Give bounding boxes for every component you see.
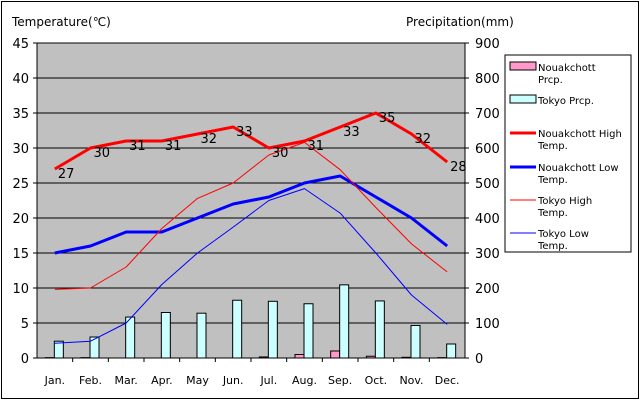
legend-swatch xyxy=(510,62,536,70)
x-axis-tick-label: Apr. xyxy=(151,374,173,387)
right-axis-tick-label: 500 xyxy=(475,177,500,192)
precip-bar xyxy=(259,357,268,358)
data-label: 33 xyxy=(343,125,360,140)
precip-bar xyxy=(375,301,384,358)
legend-label: Temp. xyxy=(537,208,568,219)
left-axis-tick-label: 15 xyxy=(12,247,29,262)
left-axis-tick-label: 5 xyxy=(21,317,29,332)
data-label: 31 xyxy=(165,139,182,154)
legend-label: Tokyo Prcp. xyxy=(537,96,594,107)
left-axis-tick-label: 0 xyxy=(21,352,29,367)
x-axis-tick-label: Feb. xyxy=(79,374,102,387)
data-label: 32 xyxy=(415,132,432,147)
x-axis-tick-label: Jul. xyxy=(259,374,277,387)
x-axis-tick-label: Jun. xyxy=(222,374,244,387)
left-axis-tick-label: 30 xyxy=(12,142,29,157)
precip-bar xyxy=(340,285,349,358)
legend-label: Nouakchott Low xyxy=(538,163,619,174)
right-axis-tick-label: 900 xyxy=(475,37,500,52)
precip-bar xyxy=(126,317,135,358)
legend-label: Tokyo Low xyxy=(537,229,589,240)
precip-bar xyxy=(366,356,375,358)
data-label: 33 xyxy=(236,125,253,140)
x-axis-tick-label: Sep. xyxy=(328,374,352,387)
precip-bar xyxy=(90,337,99,358)
precip-bar xyxy=(268,301,277,358)
data-label: 27 xyxy=(58,167,75,182)
legend-label: Temp. xyxy=(537,175,568,186)
legend-swatch xyxy=(510,95,536,103)
legend-box xyxy=(505,55,631,252)
legend-label: Temp. xyxy=(537,141,568,152)
right-axis-title: Precipitation(mm) xyxy=(406,15,514,29)
precip-bar xyxy=(161,313,170,359)
data-label: 30 xyxy=(272,146,289,161)
left-axis-tick-label: 40 xyxy=(12,72,29,87)
x-axis-tick-label: Aug. xyxy=(292,374,317,387)
x-axis-tick-label: May xyxy=(186,374,209,387)
legend-label: Prcp. xyxy=(538,75,563,86)
data-label: 31 xyxy=(308,139,325,154)
precip-bar xyxy=(233,300,242,358)
legend-label: Temp. xyxy=(537,241,568,252)
x-axis-tick-label: Nov. xyxy=(399,374,423,387)
legend-label: Nouakchott xyxy=(538,63,596,74)
right-axis-tick-label: 700 xyxy=(475,107,500,122)
left-axis-tick-label: 20 xyxy=(12,212,29,227)
precip-bar xyxy=(331,351,340,358)
right-axis-tick-label: 400 xyxy=(475,212,500,227)
precip-bar xyxy=(304,304,313,358)
left-axis-tick-label: 25 xyxy=(12,177,29,192)
right-axis-tick-label: 800 xyxy=(475,72,500,87)
precip-bar xyxy=(411,325,420,358)
right-axis-tick-label: 200 xyxy=(475,282,500,297)
x-axis-tick-label: Dec. xyxy=(435,374,460,387)
right-axis-tick-label: 300 xyxy=(475,247,500,262)
x-axis-tick-label: Mar. xyxy=(115,374,138,387)
right-axis-tick-label: 600 xyxy=(475,142,500,157)
legend-label: Tokyo High xyxy=(537,196,592,207)
precip-bar xyxy=(295,355,304,359)
data-label: 31 xyxy=(129,139,146,154)
right-axis-tick-label: 0 xyxy=(475,352,483,367)
left-axis-tick-label: 10 xyxy=(12,282,29,297)
x-axis-tick-label: Jan. xyxy=(44,374,65,387)
data-label: 28 xyxy=(450,160,467,175)
data-label: 30 xyxy=(94,146,111,161)
precip-bar xyxy=(447,344,456,358)
legend-label: Nouakchott High xyxy=(538,129,622,140)
data-label: 32 xyxy=(201,132,218,147)
precip-bar xyxy=(402,357,411,358)
left-axis-tick-label: 45 xyxy=(12,37,29,52)
precip-bar xyxy=(197,313,206,358)
x-axis-tick-label: Oct. xyxy=(365,374,388,387)
data-label: 35 xyxy=(379,111,396,126)
left-axis-title: Temperature(℃) xyxy=(11,15,111,29)
left-axis-tick-label: 35 xyxy=(12,107,29,122)
right-axis-tick-label: 100 xyxy=(475,317,500,332)
